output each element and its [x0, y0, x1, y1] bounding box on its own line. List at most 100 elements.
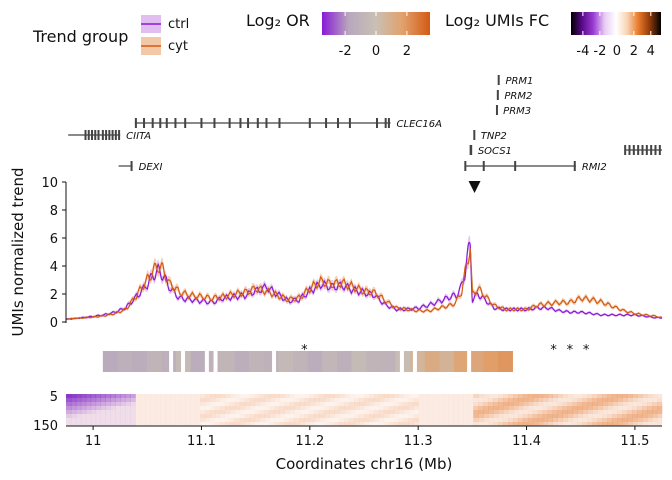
or-bin-gap — [399, 351, 404, 372]
heatmap-cell — [319, 410, 325, 414]
heatmap-cell — [334, 418, 339, 422]
heatmap-cell — [607, 406, 613, 410]
heatmap-cell — [423, 394, 429, 398]
heatmap-cell — [165, 406, 171, 410]
heatmap-cell — [195, 422, 201, 426]
heatmap-cell — [642, 418, 648, 422]
heatmap-cell — [637, 414, 643, 418]
heatmap-cell — [80, 394, 87, 398]
heatmap-cell — [587, 414, 593, 418]
heatmap-cell — [508, 398, 514, 402]
gene-label: CIITA — [126, 131, 151, 142]
heatmap-cell — [657, 410, 663, 414]
heatmap-cell — [463, 394, 469, 398]
heatmap-cell — [617, 402, 623, 406]
heatmap-cell — [637, 418, 643, 422]
gene-exon — [658, 145, 661, 155]
legend-trend-title: Trend group — [32, 27, 128, 46]
heatmap-cell — [627, 418, 633, 422]
heatmap-cell — [378, 418, 385, 422]
heatmap-cell — [210, 406, 216, 410]
heatmap-cell — [448, 422, 454, 426]
heatmap-cell — [309, 414, 315, 418]
gene-exon — [130, 161, 133, 171]
heatmap-cell — [145, 406, 151, 410]
heatmap-cell — [637, 398, 643, 402]
heatmap-cell — [384, 402, 389, 406]
heatmap-cell — [438, 410, 444, 414]
heatmap-cell — [364, 402, 370, 406]
heatmap-cell — [120, 410, 126, 414]
heatmap-cell — [264, 410, 270, 414]
or-bin-gap — [213, 351, 218, 372]
heatmap-cell — [617, 422, 623, 426]
heatmap-cell — [527, 398, 534, 402]
heatmap-cell — [383, 398, 390, 402]
y-tick-label: 4 — [50, 260, 58, 275]
heatmap-cell — [319, 398, 325, 402]
gene-exon — [111, 130, 114, 140]
heatmap-cell — [423, 410, 429, 414]
heatmap-cell — [537, 414, 544, 418]
heatmap-cell — [339, 418, 345, 422]
heatmap-cell — [647, 414, 653, 418]
legend-trend-group: Trend group ctrl cyt — [32, 15, 189, 55]
gene-exon — [143, 118, 146, 128]
heatmap-cell — [284, 422, 290, 426]
heatmap-cell — [66, 398, 72, 402]
heatmap-cell — [234, 406, 241, 410]
heatmap-cell — [567, 406, 573, 410]
heatmap-cell — [284, 394, 290, 398]
heatmap-cell — [66, 418, 72, 422]
heatmap-cell — [314, 406, 319, 410]
heatmap-cell — [195, 394, 201, 398]
heatmap-cell — [488, 414, 494, 418]
heatmap-cell — [359, 414, 365, 418]
heatmap-cell — [324, 410, 330, 414]
heatmap-cell — [617, 414, 623, 418]
heatmap-cell — [394, 398, 399, 402]
gene-exon — [213, 118, 216, 128]
heatmap-cell — [165, 410, 171, 414]
gene-exon — [464, 161, 467, 171]
heatmap-cell — [652, 406, 658, 410]
heatmap-cell — [255, 406, 260, 410]
heatmap-cell — [150, 410, 156, 414]
heatmap-cell — [220, 418, 225, 422]
heatmap-cell — [200, 398, 206, 402]
heatmap-cell — [393, 402, 400, 406]
heatmap-cell — [537, 410, 544, 414]
heatmap-cell — [582, 410, 588, 414]
heatmap-cell — [135, 414, 141, 418]
heatmap-cell — [219, 414, 226, 418]
heatmap-cell — [354, 418, 360, 422]
heatmap-cell — [90, 402, 97, 406]
or-bin-gap — [204, 351, 209, 372]
or-bin — [322, 351, 338, 372]
heatmap-cell — [120, 422, 126, 426]
heatmap-cell — [622, 410, 628, 414]
heatmap-cell — [463, 410, 469, 414]
peak-marker-triangle — [468, 181, 481, 193]
heatmap-cell — [205, 422, 210, 426]
gene-label: DEXI — [139, 162, 163, 173]
gene-label: PRM3 — [503, 106, 531, 117]
heatmap-cell — [155, 402, 161, 406]
heatmap-cell — [527, 406, 534, 410]
heatmap-cell — [389, 418, 394, 422]
heatmap-cell — [294, 414, 300, 418]
heatmap-cell — [240, 410, 245, 414]
or-bin — [410, 351, 426, 372]
heatmap-cell — [279, 394, 285, 398]
or-bin-gap — [412, 351, 417, 372]
heatmap-cell — [503, 410, 509, 414]
heatmap-cell — [190, 418, 196, 422]
heatmap-cell — [522, 414, 529, 418]
heatmap-cell — [95, 418, 102, 422]
heatmap-cell — [373, 414, 380, 418]
y-axis-label: UMIs normalized trend — [9, 167, 27, 336]
heatmap-cell — [195, 398, 201, 402]
heatmap-cell — [552, 402, 558, 406]
heatmap-cell — [458, 406, 464, 410]
heatmap-cell — [354, 406, 360, 410]
